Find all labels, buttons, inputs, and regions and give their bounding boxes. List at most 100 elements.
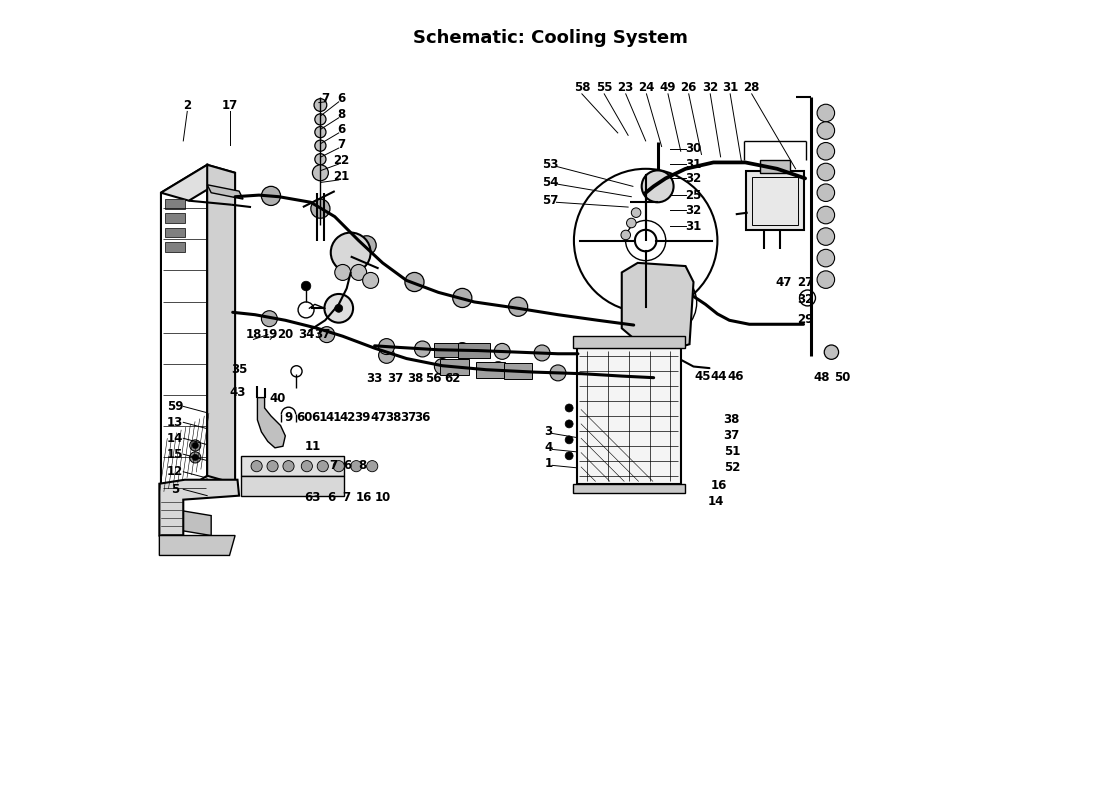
Circle shape [314,98,327,111]
Circle shape [415,341,430,357]
Text: 56: 56 [426,372,442,385]
Circle shape [192,454,198,461]
Text: 39: 39 [354,411,371,424]
Bar [760,160,790,173]
Text: 6: 6 [328,490,336,504]
Bar [476,362,505,378]
Bar [165,199,185,209]
Text: 16: 16 [711,479,727,492]
Circle shape [301,461,312,472]
Text: 17: 17 [221,98,238,111]
Circle shape [189,452,201,463]
Text: 7: 7 [321,92,329,105]
Circle shape [453,288,472,307]
Text: 26: 26 [681,81,697,94]
Text: 16: 16 [355,490,372,504]
Text: 63: 63 [305,490,320,504]
Text: 12: 12 [167,466,184,478]
Circle shape [817,206,835,224]
Text: 47: 47 [776,275,792,289]
Text: 45: 45 [695,370,712,382]
Text: 10: 10 [374,490,390,504]
Text: 53: 53 [542,158,558,171]
Circle shape [817,104,835,122]
Circle shape [317,461,329,472]
Circle shape [363,273,378,288]
Bar [241,456,344,476]
Circle shape [315,140,326,151]
Text: 20: 20 [277,328,294,341]
Text: 38: 38 [407,372,424,385]
Circle shape [434,358,450,374]
Circle shape [315,154,326,165]
Text: 42: 42 [339,411,355,424]
Polygon shape [163,508,211,535]
Text: 28: 28 [744,81,760,94]
Polygon shape [668,305,691,329]
Bar [573,336,684,348]
Circle shape [817,228,835,246]
Polygon shape [207,185,243,199]
Text: 32: 32 [685,204,702,217]
Circle shape [290,366,303,377]
Circle shape [800,290,815,306]
Text: 44: 44 [711,370,727,382]
Bar [165,242,185,252]
Circle shape [635,230,657,251]
Polygon shape [637,307,661,330]
Text: 34: 34 [298,328,315,341]
Text: 58: 58 [573,81,590,94]
Circle shape [817,250,835,267]
Bar [578,348,681,484]
Circle shape [641,170,673,202]
Polygon shape [160,480,239,535]
Polygon shape [161,165,235,201]
Circle shape [311,199,330,218]
Circle shape [565,420,573,428]
Circle shape [262,186,280,206]
Text: 13: 13 [167,416,184,429]
Text: 18: 18 [245,328,262,341]
Circle shape [334,265,351,281]
Circle shape [358,236,376,255]
Bar [751,177,798,225]
Circle shape [378,347,395,363]
Circle shape [565,404,573,412]
Circle shape [817,271,835,288]
Text: 43: 43 [229,386,245,398]
Circle shape [267,461,278,472]
Circle shape [824,345,838,359]
Text: 3: 3 [544,426,552,438]
Circle shape [494,343,510,359]
Text: 1: 1 [544,458,552,470]
Polygon shape [664,274,690,298]
Text: 49: 49 [660,81,676,94]
Text: 19: 19 [262,328,278,341]
Circle shape [334,304,343,312]
Text: 6: 6 [337,92,345,105]
Text: 40: 40 [270,392,286,405]
Polygon shape [257,398,285,448]
Text: 30: 30 [685,142,702,155]
Text: 14: 14 [707,494,724,508]
Circle shape [324,294,353,322]
Bar [459,343,491,358]
Circle shape [565,452,573,460]
Text: 29: 29 [796,313,813,326]
Text: 61: 61 [311,411,328,424]
Circle shape [817,163,835,181]
Polygon shape [621,263,693,355]
Circle shape [315,126,326,138]
Text: 27: 27 [798,275,813,289]
Circle shape [508,297,528,316]
Circle shape [621,230,630,240]
Text: 4: 4 [544,442,552,454]
Text: 60: 60 [296,411,312,424]
Text: 8: 8 [337,108,345,121]
Text: 31: 31 [685,158,702,170]
Text: 32: 32 [798,293,813,306]
Text: 37: 37 [400,411,416,424]
Circle shape [283,461,294,472]
Text: 31: 31 [685,220,702,233]
Text: 41: 41 [326,411,342,424]
